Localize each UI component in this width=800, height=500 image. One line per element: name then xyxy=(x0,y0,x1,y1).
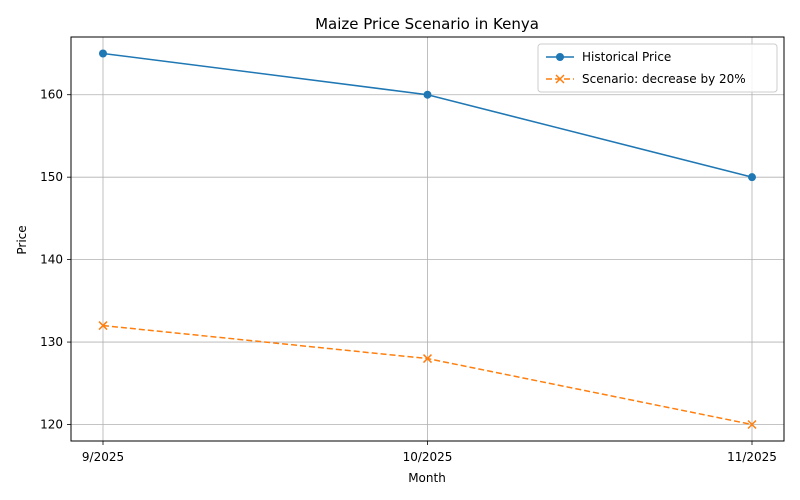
x-tick-label: 10/2025 xyxy=(403,450,453,464)
grid-lines xyxy=(71,37,784,441)
y-tick-label: 160 xyxy=(40,88,63,102)
legend-box xyxy=(537,43,778,93)
y-axis-label: Price xyxy=(15,225,29,254)
data-point xyxy=(423,90,432,99)
legend: Historical Price Scenario: decrease by 20… xyxy=(537,43,778,93)
data-point xyxy=(747,419,757,430)
x-tick-label: 9/2025 xyxy=(82,450,124,464)
x-axis-ticks: 9/2025 10/2025 11/2025 xyxy=(82,441,777,464)
y-tick-label: 120 xyxy=(40,418,63,432)
legend-label: Historical Price xyxy=(582,50,671,64)
data-point xyxy=(748,173,756,182)
legend-marker xyxy=(556,53,564,61)
series-2 xyxy=(98,321,757,430)
x-tick-label: 11/2025 xyxy=(727,450,777,464)
legend-item: Scenario: decrease by 20% xyxy=(546,72,746,86)
y-axis-ticks: 120 130 140 150 160 xyxy=(40,88,71,432)
legend-label: Scenario: decrease by 20% xyxy=(582,72,746,86)
x-axis-label: Month xyxy=(408,471,446,485)
y-tick-label: 130 xyxy=(40,335,63,349)
data-point xyxy=(99,49,107,58)
legend-marker xyxy=(555,74,565,84)
legend-item: Historical Price xyxy=(546,50,671,64)
chart-title: Maize Price Scenario in Kenya xyxy=(315,15,539,33)
y-tick-label: 140 xyxy=(40,253,63,267)
data-point xyxy=(98,321,108,331)
series-layer xyxy=(98,49,757,430)
data-point xyxy=(422,354,433,364)
series-1 xyxy=(99,49,756,182)
y-tick-label: 150 xyxy=(40,170,63,184)
